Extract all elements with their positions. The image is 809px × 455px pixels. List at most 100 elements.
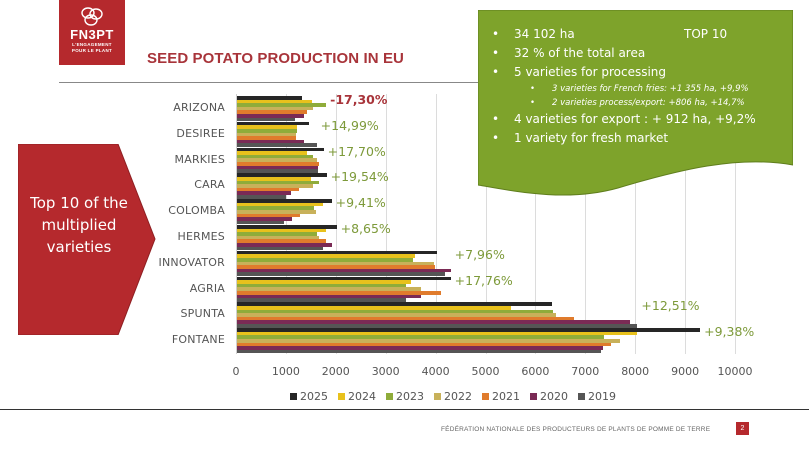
bar-2019-colomba bbox=[237, 220, 284, 225]
legend-item-2022: 2022 bbox=[434, 390, 472, 403]
bar-2022-fontane bbox=[237, 339, 621, 343]
x-tick-label: 8000 bbox=[621, 365, 650, 378]
summary-item-text: 3 varieties for French fries: +1 355 ha,… bbox=[552, 84, 749, 94]
bar-2023-desiree bbox=[237, 129, 297, 133]
bar-2024-spunta bbox=[237, 306, 512, 310]
bar-2023-colomba bbox=[237, 206, 314, 210]
bar-2023-spunta bbox=[237, 309, 554, 314]
category-label: DESIREE bbox=[176, 126, 225, 140]
summary-item: 1 variety for fresh market bbox=[492, 129, 785, 148]
top10-arrow-callout: Top 10 of the multiplied varieties bbox=[18, 144, 158, 335]
bar-2021-innovator bbox=[237, 265, 436, 269]
bar-2025-desiree bbox=[237, 121, 309, 126]
bar-2022-spunta bbox=[237, 313, 556, 317]
bar-2021-agria bbox=[237, 291, 441, 295]
growth-annotation: +9,38% bbox=[704, 324, 755, 340]
summary-item-text: 34 102 ha bbox=[514, 27, 575, 41]
growth-annotation: +17,76% bbox=[454, 272, 513, 288]
bar-2025-markies bbox=[237, 147, 324, 152]
legend-item-2025: 2025 bbox=[290, 390, 328, 403]
bar-2024-fontane bbox=[237, 331, 638, 336]
legend-item-2023: 2023 bbox=[386, 390, 424, 403]
legend-item-2024: 2024 bbox=[338, 390, 376, 403]
bar-2020-fontane bbox=[237, 346, 603, 350]
summary-item-text: 1 variety for fresh market bbox=[514, 131, 669, 145]
summary-item-badge: TOP 10 bbox=[684, 27, 728, 41]
bar-2020-spunta bbox=[237, 320, 631, 324]
bar-2024-innovator bbox=[237, 254, 415, 258]
logo-tagline-1: L'ENGAGEMENT bbox=[72, 42, 112, 47]
bar-2019-agria bbox=[237, 298, 406, 302]
bar-2025-innovator bbox=[237, 250, 437, 255]
bar-2020-arizona bbox=[237, 114, 304, 118]
bar-2019-innovator bbox=[237, 272, 445, 276]
growth-annotation: +19,54% bbox=[330, 169, 389, 185]
legend-swatch-icon bbox=[434, 393, 441, 400]
growth-annotation: +17,70% bbox=[327, 143, 386, 159]
bar-2021-markies bbox=[237, 162, 319, 166]
x-tick-label: 3000 bbox=[371, 365, 400, 378]
bar-2023-markies bbox=[237, 154, 313, 159]
summary-item: 4 varieties for export : + 912 ha, +9,2% bbox=[492, 110, 785, 129]
bar-2022-cara bbox=[237, 184, 313, 188]
legend-label: 2022 bbox=[444, 390, 472, 403]
bar-2022-innovator bbox=[237, 261, 434, 266]
bar-2022-markies bbox=[237, 158, 317, 162]
bar-2019-hermes bbox=[237, 246, 323, 251]
legend-label: 2025 bbox=[300, 390, 328, 403]
gridline bbox=[385, 94, 387, 354]
page-number: 2 bbox=[736, 422, 749, 435]
bar-2021-cara bbox=[237, 187, 299, 192]
x-tick-label: 4000 bbox=[421, 365, 450, 378]
bar-2021-hermes bbox=[237, 239, 326, 243]
category-label: FONTANE bbox=[171, 333, 225, 347]
logo-brand: FN3PT bbox=[70, 27, 114, 42]
page-title: SEED POTATO PRODUCTION IN EU bbox=[147, 50, 404, 67]
bar-2020-markies bbox=[237, 165, 318, 170]
bar-2023-arizona bbox=[237, 103, 327, 107]
legend-swatch-icon bbox=[530, 393, 537, 400]
legend-label: 2024 bbox=[348, 390, 376, 403]
gridline bbox=[335, 94, 337, 354]
summary-item: 5 varieties for processing bbox=[492, 63, 785, 82]
growth-annotation: +12,51% bbox=[641, 298, 700, 314]
bar-2019-markies bbox=[237, 169, 318, 173]
bar-2025-colomba bbox=[237, 199, 332, 203]
chart-legend: 2025 2024 2023 2022 2021 2020 2019 bbox=[290, 390, 616, 403]
bar-2023-hermes bbox=[237, 232, 317, 236]
bar-2025-agria bbox=[237, 276, 451, 281]
arrow-label: Top 10 of the multiplied varieties bbox=[30, 194, 128, 256]
fn3pt-logo: FN3PT L'ENGAGEMENT POUR LE PLANT bbox=[59, 0, 125, 65]
x-tick-label: 6000 bbox=[521, 365, 550, 378]
legend-swatch-icon bbox=[482, 393, 489, 400]
logo-tagline-2: POUR LE PLANT bbox=[71, 48, 113, 53]
growth-annotation: +8,65% bbox=[340, 221, 391, 236]
legend-item-2020: 2020 bbox=[530, 390, 568, 403]
legend-item-2019: 2019 bbox=[578, 390, 616, 403]
summary-item-text: 4 varieties for export : + 912 ha, +9,2% bbox=[514, 112, 756, 126]
summary-item-text: 2 varieties process/export: +806 ha, +14… bbox=[552, 98, 745, 108]
bar-2019-spunta bbox=[237, 324, 638, 328]
summary-item: 2 varieties process/export: +806 ha, +14… bbox=[492, 96, 785, 110]
summary-item-text: 5 varieties for processing bbox=[514, 65, 667, 79]
bar-2020-cara bbox=[237, 191, 291, 195]
bar-2020-colomba bbox=[237, 217, 292, 221]
bar-2021-arizona bbox=[237, 110, 307, 114]
bar-2023-agria bbox=[237, 283, 407, 288]
growth-annotation: +14,99% bbox=[320, 117, 379, 133]
bar-2024-cara bbox=[237, 177, 312, 181]
bar-2019-desiree bbox=[237, 143, 317, 147]
bar-2020-agria bbox=[237, 294, 421, 299]
growth-annotation: -17,30% bbox=[330, 92, 388, 107]
footer-text: FÉDÉRATION NATIONALE DES PRODUCTEURS DE … bbox=[441, 426, 711, 433]
x-tick-label: 9000 bbox=[671, 365, 700, 378]
bar-2020-desiree bbox=[237, 139, 304, 144]
y-axis-line bbox=[236, 94, 237, 354]
legend-swatch-icon bbox=[578, 393, 585, 400]
legend-item-2021: 2021 bbox=[482, 390, 520, 403]
bar-2024-hermes bbox=[237, 228, 326, 233]
bar-2022-desiree bbox=[237, 132, 296, 137]
bar-2025-spunta bbox=[237, 302, 553, 306]
bar-2024-desiree bbox=[237, 125, 297, 129]
summary-list: 34 102 ha TOP 10 32 % of the total area 5 v… bbox=[492, 25, 785, 148]
